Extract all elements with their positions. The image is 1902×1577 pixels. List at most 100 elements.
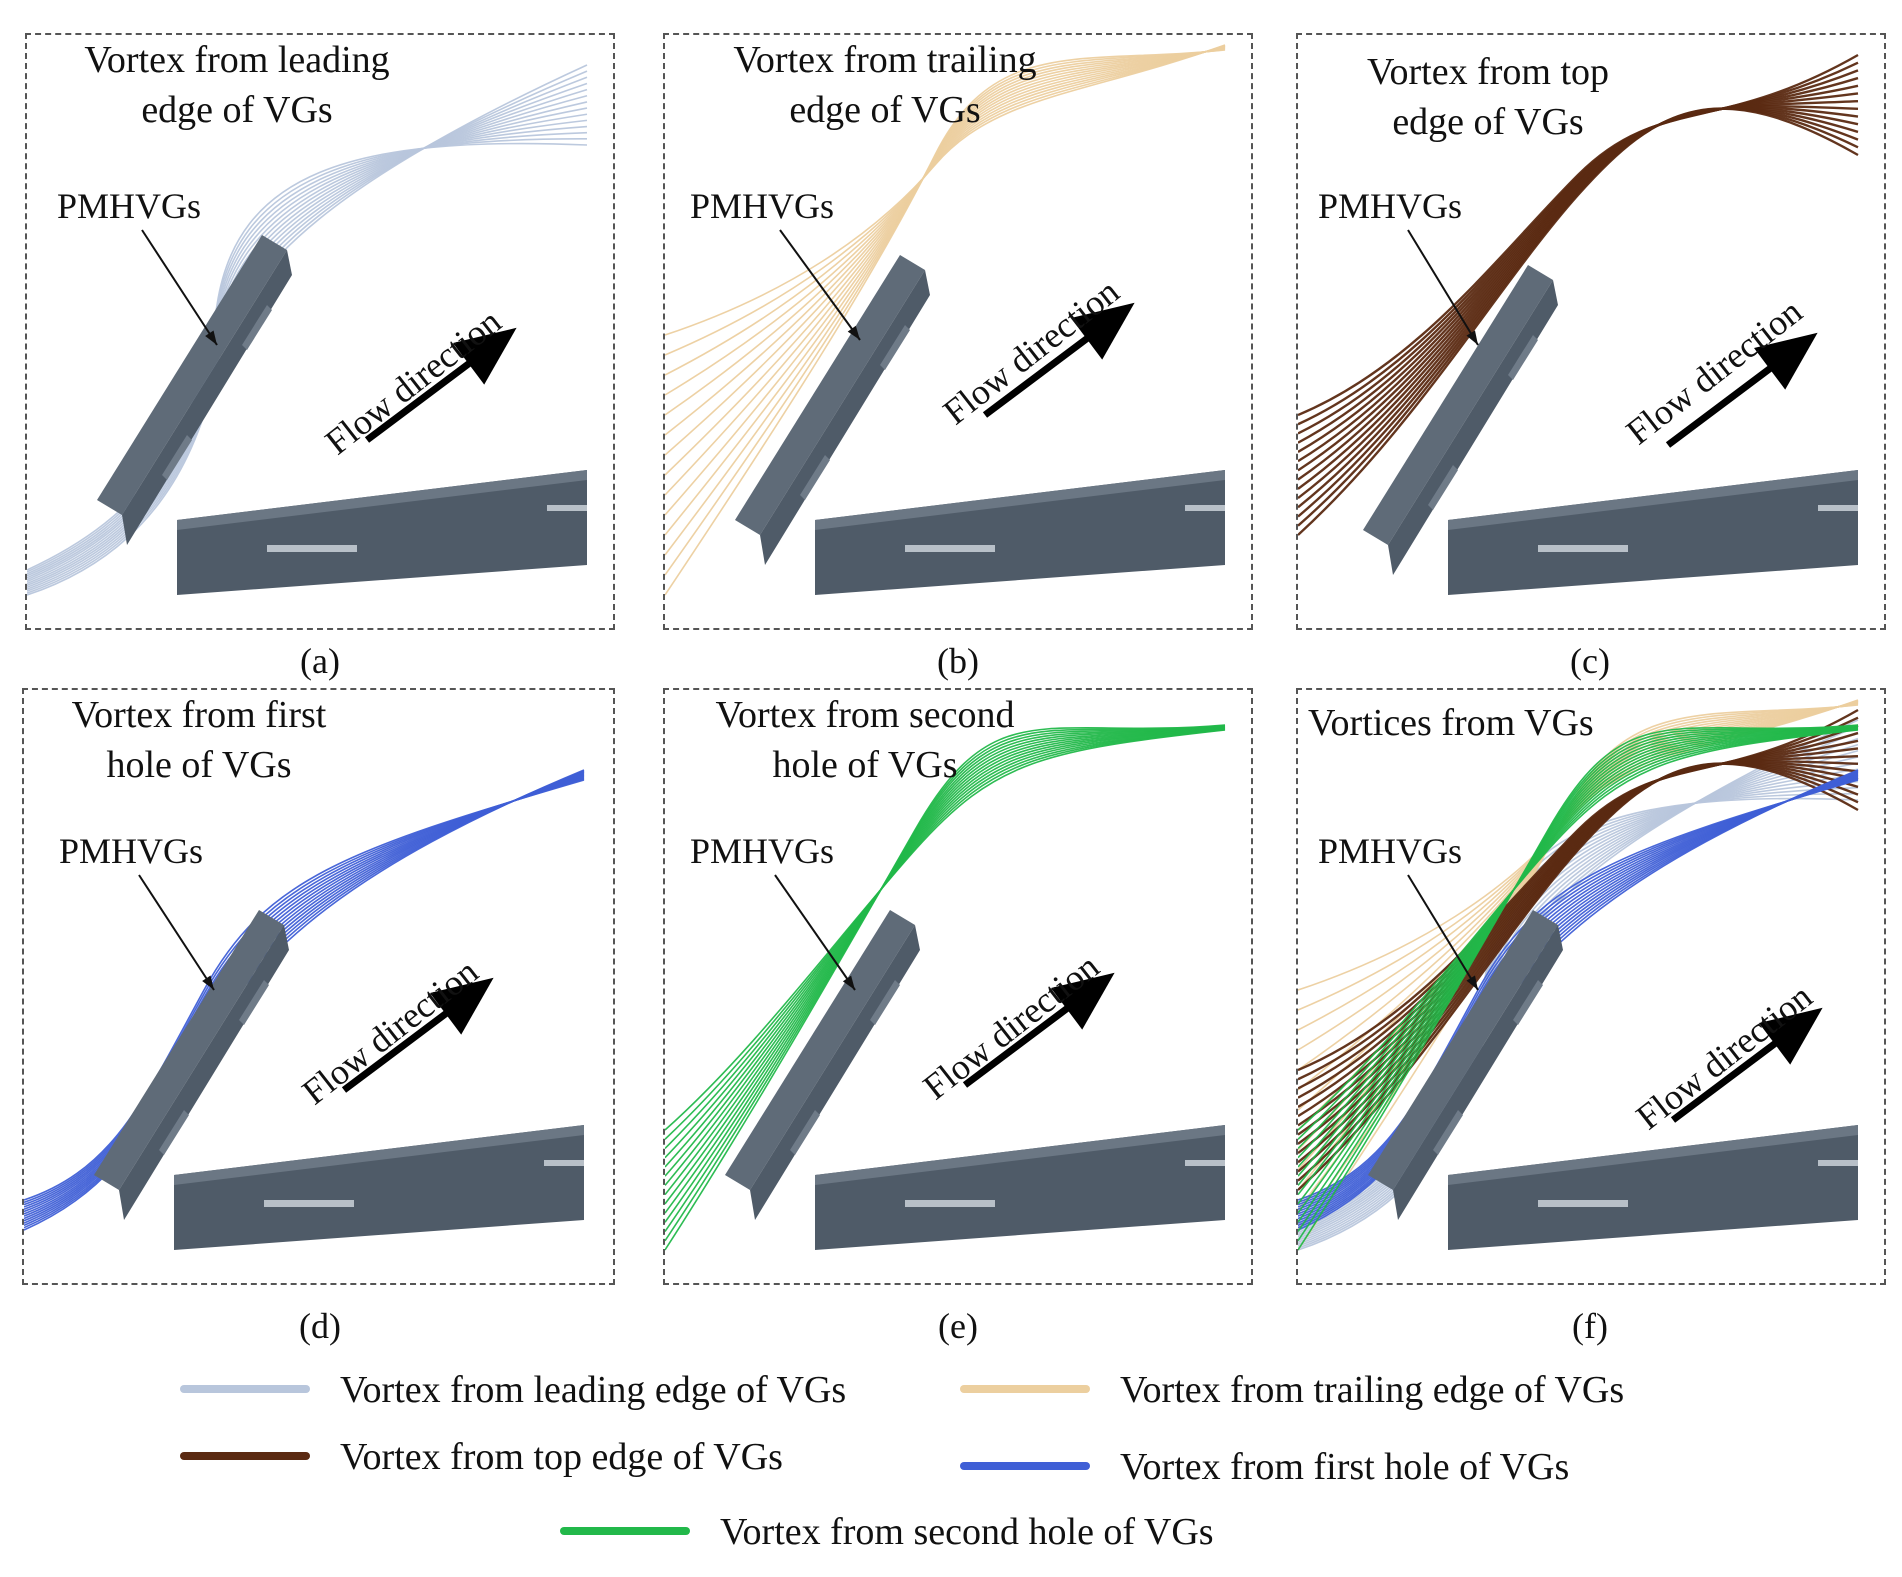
panel-c-title-line2: edge of VGs [1392, 101, 1584, 143]
panel-e-title-line2: hole of VGs [772, 744, 958, 786]
vg-plate-e [725, 910, 920, 1220]
streamline [665, 726, 1226, 1186]
streamline [665, 726, 1226, 1205]
vg-label-pointer-head [847, 325, 860, 340]
flow-arrow-head [1759, 1007, 1823, 1065]
panel-a-vg-label: PMHVGs [57, 186, 202, 226]
flow-arrow-head [1754, 332, 1818, 390]
vg-base-slot [905, 545, 995, 552]
vg-base-slot-end [1818, 1160, 1858, 1166]
vg-base-top [1448, 470, 1858, 530]
vg-base-slot-end [1185, 505, 1225, 511]
streamlines-top [1298, 53, 1859, 536]
panel-d-caption: (d) [299, 1306, 341, 1346]
streamline [1298, 728, 1859, 1150]
vg-hole-second [239, 980, 269, 1025]
vg-base-slot [1538, 545, 1628, 552]
vg-base-slot-end [547, 505, 587, 511]
legend-swatch-second-hole [560, 1527, 690, 1535]
streamline [1298, 724, 1859, 1251]
panel-a: Vortex from leading edge of VGs PMHVGs F… [25, 33, 615, 630]
vg-base-slot [1538, 1200, 1628, 1207]
panel-b-caption: (b) [937, 641, 979, 681]
panel-d: Vortex from first hole of VGs PMHVGs Flo… [22, 688, 615, 1285]
vg-plate-side [725, 910, 915, 1190]
streamline [1298, 729, 1859, 1131]
vg-base-d [174, 1125, 584, 1250]
streamline [24, 778, 585, 1204]
panel-f-drawing [1298, 699, 1859, 1251]
vg-base-slot [905, 1200, 995, 1207]
legend-swatch-leading [180, 1385, 310, 1393]
vg-base-f [1448, 1125, 1858, 1250]
legend-label-leading: Vortex from leading edge of VGs [340, 1369, 847, 1411]
vg-label-pointer [779, 229, 861, 341]
vg-base-top [174, 1125, 584, 1185]
streamlines-trailing [665, 44, 1226, 596]
panel-e-title-line1: Vortex from second [715, 694, 1015, 736]
vg-base-slot-end [1185, 1160, 1225, 1166]
vg-plate-d [94, 910, 289, 1220]
vg-plate-side [1368, 910, 1558, 1190]
panel-d-vg-label: PMHVGs [59, 831, 204, 871]
streamline [1298, 728, 1859, 1159]
flow-arrow-icon [1665, 332, 1818, 448]
panel-f-title: Vortices from VGs [1308, 698, 1648, 748]
streamline [24, 779, 585, 1201]
vg-base-a [177, 470, 587, 595]
legend-label-top: Vortex from top edge of VGs [340, 1436, 783, 1478]
streamlines-top [1298, 708, 1859, 1191]
panel-f: Vortices from VGs PMHVGs Flow direction [1296, 688, 1886, 1285]
flow-arrow-head [1051, 972, 1115, 1030]
streamlines-second_hole [665, 724, 1226, 1251]
legend-swatch-trailing [960, 1385, 1090, 1393]
panel-b-drawing [665, 44, 1226, 596]
streamline [1298, 107, 1859, 536]
streamline [1298, 726, 1859, 1186]
streamline [665, 727, 1226, 1177]
vg-label-pointer-head [1466, 330, 1478, 345]
vg-base-top [815, 1125, 1225, 1185]
vg-base-e [815, 1125, 1225, 1250]
panel-f-caption: (f) [1572, 1306, 1608, 1346]
vg-label-pointer [1407, 874, 1479, 991]
vg-base-slot [264, 1200, 354, 1207]
vg-plate-side [1363, 265, 1553, 545]
vg-base-body [177, 470, 587, 595]
flow-arrow-icon [962, 972, 1115, 1088]
panel-e: Vortex from second hole of VGs PMHVGs Fl… [663, 688, 1253, 1285]
flow-arrow-icon [341, 977, 494, 1093]
panel-d-title-line2: hole of VGs [106, 744, 292, 786]
vg-hole-first [790, 1110, 820, 1155]
vg-base-body [174, 1125, 584, 1250]
panel-b-vg-label: PMHVGs [690, 186, 835, 226]
streamline [1298, 726, 1859, 1196]
vg-hole-second [242, 305, 272, 350]
legend-swatch-first-hole [960, 1462, 1090, 1470]
streamline [665, 724, 1226, 1251]
panel-b: Vortex from trailing edge of VGs PMHVGs … [663, 33, 1253, 630]
streamline [1298, 779, 1859, 1201]
vg-base-slot-end [544, 1160, 584, 1166]
vg-label-pointer-head [205, 330, 217, 345]
streamline [1298, 725, 1859, 1214]
vg-plate-a [97, 235, 292, 545]
streamline [1298, 728, 1859, 1140]
vg-label-pointer-head [842, 975, 855, 990]
vg-label-pointer-head [202, 975, 214, 990]
flow-arrow-head [453, 327, 517, 385]
flow-arrow-icon [982, 302, 1135, 418]
vg-plate-c [1363, 265, 1558, 575]
vg-plate-f [1368, 910, 1563, 1220]
legend-swatch-top [180, 1452, 310, 1460]
panel-b-title-line1: Vortex from trailing [733, 39, 1037, 81]
vg-hole-first [1433, 1110, 1463, 1155]
vg-base-body [815, 470, 1225, 595]
vg-base-top [177, 470, 587, 530]
vg-base-slot [267, 545, 357, 552]
streamline [665, 728, 1226, 1159]
panel-e-title: Vortex from second hole of VGs [675, 690, 1055, 790]
panel-a-drawing [27, 64, 588, 596]
streamline [665, 729, 1226, 1131]
vg-hole-second [1513, 980, 1543, 1025]
